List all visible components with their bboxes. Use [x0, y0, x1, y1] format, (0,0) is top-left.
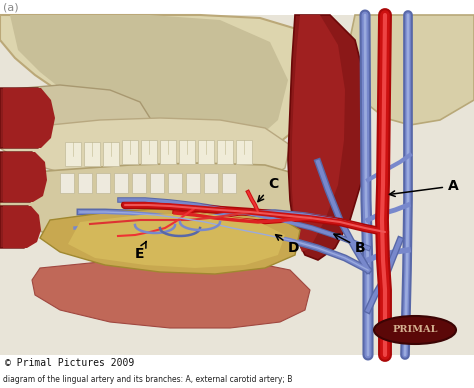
Polygon shape: [3, 88, 55, 148]
Bar: [103, 142, 119, 166]
Text: © Primal Pictures 2009: © Primal Pictures 2009: [5, 358, 134, 368]
Bar: [78, 173, 92, 193]
Bar: [179, 140, 195, 164]
Text: D: D: [275, 235, 300, 255]
Text: PRIMAL: PRIMAL: [392, 326, 438, 334]
Bar: [0, 15, 474, 355]
Polygon shape: [3, 206, 41, 248]
Text: A: A: [390, 179, 459, 196]
Text: C: C: [258, 177, 278, 202]
Bar: [198, 140, 214, 164]
Bar: [204, 173, 218, 193]
Polygon shape: [0, 152, 44, 202]
Bar: [122, 140, 138, 164]
Polygon shape: [3, 152, 47, 202]
Polygon shape: [68, 213, 285, 268]
Bar: [84, 142, 100, 166]
Polygon shape: [0, 118, 290, 190]
Bar: [217, 140, 233, 164]
Bar: [60, 173, 74, 193]
Bar: [168, 173, 182, 193]
Polygon shape: [10, 15, 288, 155]
Polygon shape: [348, 15, 474, 125]
Bar: [65, 142, 81, 166]
Text: diagram of the lingual artery and its branches: A, external carotid artery; B: diagram of the lingual artery and its br…: [3, 375, 292, 384]
Polygon shape: [32, 258, 310, 328]
Bar: [96, 173, 110, 193]
Polygon shape: [0, 85, 150, 142]
Bar: [132, 173, 146, 193]
Ellipse shape: [374, 316, 456, 344]
Bar: [186, 173, 200, 193]
Polygon shape: [0, 206, 38, 248]
Text: (a): (a): [3, 3, 18, 13]
Bar: [141, 140, 157, 164]
Polygon shape: [0, 88, 52, 148]
Bar: [150, 173, 164, 193]
Text: E: E: [135, 241, 146, 261]
Polygon shape: [288, 15, 368, 260]
Polygon shape: [0, 163, 315, 252]
Bar: [114, 173, 128, 193]
Bar: [160, 140, 176, 164]
Text: B: B: [334, 234, 365, 255]
Polygon shape: [292, 15, 345, 252]
Bar: [0, 0, 474, 15]
Polygon shape: [0, 15, 320, 162]
Bar: [222, 173, 236, 193]
Bar: [0, 370, 474, 388]
Polygon shape: [40, 208, 300, 274]
Bar: [236, 140, 252, 164]
